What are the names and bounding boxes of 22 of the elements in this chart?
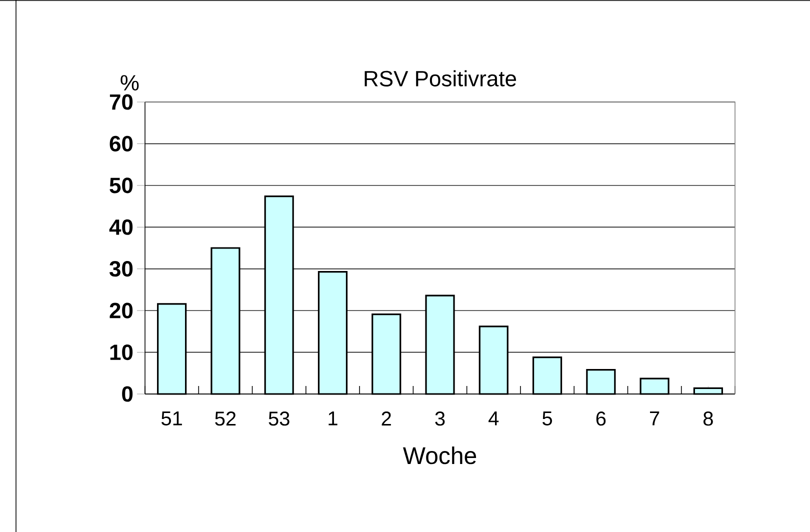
x-tick-label: 1 (328, 412, 338, 426)
x-tick-label: 4 (488, 412, 499, 426)
x-tick-label: 53 (268, 412, 290, 426)
x-tick-label: 52 (215, 412, 236, 426)
y-tick-label: 70 (110, 94, 133, 110)
x-tick-label: 6 (596, 412, 606, 426)
x-tick-label: 51 (161, 412, 182, 426)
x-axis-title: Woche (402, 446, 476, 464)
y-tick-label: 30 (110, 261, 133, 277)
y-axis-title: % (120, 75, 139, 90)
y-tick-label: 50 (110, 178, 133, 194)
y-tick-label: 0 (122, 386, 133, 402)
x-tick-label: 3 (435, 412, 445, 426)
y-tick-label: 60 (110, 136, 133, 152)
chart-title: RSV Positivrate (364, 70, 516, 86)
x-tick-label: 2 (382, 412, 391, 426)
x-tick-label: 7 (650, 412, 660, 426)
y-tick-label: 10 (110, 344, 133, 360)
y-tick-label: 20 (110, 302, 133, 318)
y-tick-label: 40 (109, 219, 133, 235)
x-tick-label: 8 (703, 412, 713, 426)
x-tick-label: 5 (542, 412, 552, 426)
